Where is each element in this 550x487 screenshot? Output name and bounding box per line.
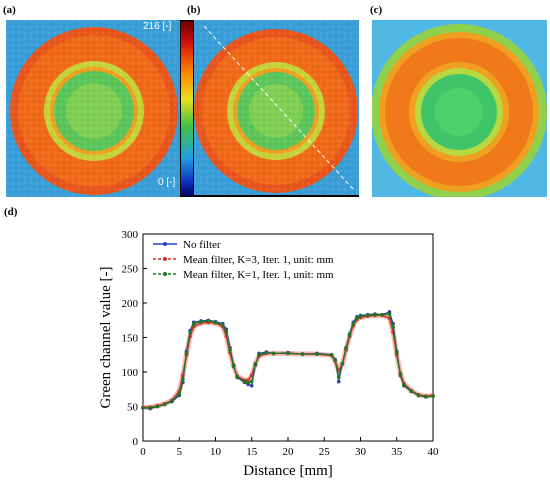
legend-marker (163, 242, 167, 246)
legend-label: Mean filter, K=3, Iter. 1, unit: mm (183, 254, 334, 266)
series-point (264, 350, 269, 355)
legend-label: No filter (183, 239, 221, 251)
series-point (148, 406, 153, 410)
series-point (220, 323, 225, 327)
panel-label-a: (a) (3, 4, 16, 16)
series-point (257, 352, 261, 357)
series-point (224, 330, 229, 334)
legend-label: Mean filter, K=1, Iter. 1, unit: mm (183, 269, 334, 281)
series-point (249, 384, 254, 388)
series-band (143, 312, 433, 410)
series-point (249, 379, 254, 384)
x-tick-label: 25 (319, 446, 331, 458)
series-point (181, 377, 185, 381)
panel-label-d: (d) (4, 206, 18, 218)
panel-label-b: (b) (187, 4, 201, 16)
series-point (398, 372, 403, 377)
series-point (373, 312, 377, 317)
series-point (300, 352, 305, 356)
series-point (228, 348, 232, 352)
series-point (402, 383, 406, 387)
series-point (141, 406, 145, 410)
x-tick-label: 35 (391, 446, 403, 458)
x-tick-label: 5 (177, 446, 183, 458)
heatmap-a (6, 20, 180, 197)
series-point (387, 312, 392, 316)
series-point (271, 351, 276, 356)
y-tick-label: 150 (122, 333, 139, 345)
colorbar-min-label: 0 [-] (158, 177, 176, 188)
x-axis-title: Distance [mm] (243, 463, 333, 479)
series-point (347, 332, 352, 337)
series-point (235, 375, 240, 379)
series-point (286, 351, 290, 356)
series-point (391, 325, 395, 329)
series-point (409, 389, 414, 394)
heatmap-c (372, 20, 547, 197)
x-tick-label: 10 (210, 446, 222, 458)
series-point (336, 375, 341, 380)
series-point (329, 352, 334, 357)
legend-marker (163, 272, 167, 276)
y-tick-label: 250 (122, 264, 139, 276)
legend-marker (163, 257, 167, 261)
series-point (191, 321, 196, 326)
y-tick-label: 200 (122, 298, 139, 310)
series-point (423, 395, 428, 399)
series-point (155, 404, 160, 409)
series-point (188, 330, 192, 335)
series-point (394, 350, 399, 355)
series-point (199, 319, 203, 324)
x-tick-label: 30 (355, 446, 367, 458)
colorbar-max-label: 216 [-] (143, 21, 172, 32)
panel-label-c: (c) (370, 4, 383, 16)
series-point (170, 399, 174, 403)
series-point (358, 314, 363, 318)
series-point (333, 358, 337, 363)
y-tick-label: 0 (133, 436, 139, 448)
y-tick-label: 100 (122, 367, 139, 379)
series-point (162, 402, 167, 407)
heatmap-b (194, 20, 359, 197)
series-point (344, 346, 348, 351)
series-point (365, 313, 370, 318)
series-point (355, 316, 359, 320)
series-point (336, 379, 341, 384)
series-point (253, 362, 258, 367)
series-point (184, 350, 189, 355)
series-point (213, 320, 218, 325)
series-point (380, 312, 385, 317)
series-point (351, 321, 356, 326)
series-point (431, 394, 435, 398)
series-point (340, 361, 345, 366)
series-point (206, 319, 211, 323)
x-tick-label: 0 (140, 446, 146, 458)
colorbar (180, 20, 194, 197)
y-axis-title: Green channel value [-] (98, 266, 114, 408)
series-point (177, 392, 182, 396)
x-tick-label: 40 (428, 446, 440, 458)
series-point (246, 381, 250, 385)
series-point (246, 378, 250, 383)
y-tick-label: 300 (122, 229, 139, 241)
series-point (315, 352, 319, 356)
profile-line (203, 25, 355, 191)
series-point (416, 393, 421, 398)
y-tick-label: 50 (127, 402, 139, 414)
x-tick-label: 20 (283, 446, 295, 458)
series-point (242, 379, 247, 384)
x-tick-label: 15 (246, 446, 258, 458)
series-point (231, 363, 236, 368)
